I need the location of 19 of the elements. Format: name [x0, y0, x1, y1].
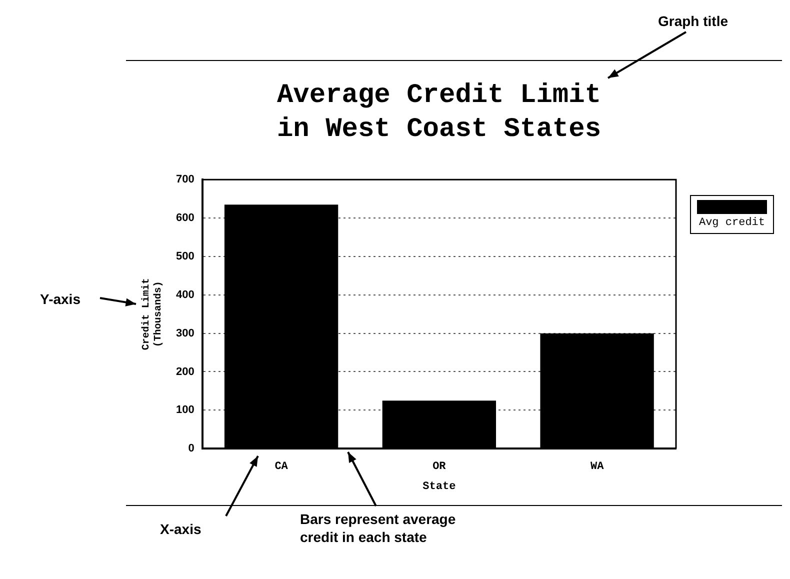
y-tick-label: 200 — [176, 366, 194, 378]
x-tick-label: OR — [432, 460, 446, 473]
y-tick-label: 600 — [176, 212, 194, 224]
y-tick-label: 100 — [176, 404, 194, 416]
y-axis-title: Credit Limit (Thousands) — [140, 278, 165, 350]
x-axis-title: State — [422, 481, 456, 494]
y-tick-label: 0 — [188, 442, 194, 455]
x-tick-label: WA — [590, 460, 604, 473]
text: Y-axis — [40, 290, 80, 308]
text: Avg credit — [698, 217, 765, 229]
text: Bars represent average credit in each state — [300, 510, 456, 546]
y-tick-label: 300 — [176, 327, 194, 340]
text: X-axis — [160, 520, 202, 538]
text: Graph title — [658, 12, 728, 30]
x-tick-label: CA — [274, 460, 288, 473]
y-tick-label: 500 — [176, 250, 194, 262]
y-tick-label: 400 — [176, 288, 194, 301]
y-tick-label: 700 — [176, 174, 194, 186]
chart-title: Average Credit Limit in West Coast States — [276, 80, 602, 147]
